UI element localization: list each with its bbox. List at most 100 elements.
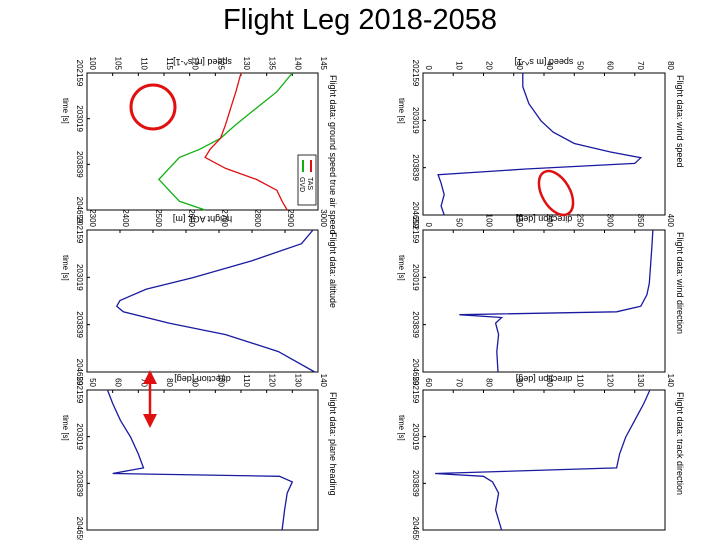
series-line-wind-direction bbox=[459, 230, 653, 372]
plot-frame bbox=[423, 390, 665, 530]
y-tick-label: 50 bbox=[575, 61, 584, 70]
x-tick-label: 203019 bbox=[411, 264, 420, 291]
y-tick-label: 140 bbox=[319, 374, 328, 388]
y-tick-label: 120 bbox=[268, 374, 277, 388]
x-tick-label: 203839 bbox=[411, 154, 420, 181]
y-tick-label: 250 bbox=[575, 214, 584, 228]
x-tick-label: 202159 bbox=[411, 60, 420, 87]
x-tick-label: 203839 bbox=[411, 470, 420, 497]
y-tick-label: 50 bbox=[454, 218, 463, 227]
y-tick-label: 2300 bbox=[88, 209, 97, 227]
y-tick-label: 400 bbox=[666, 214, 675, 228]
x-tick-label: 203019 bbox=[75, 423, 84, 450]
y-tick-label: 80 bbox=[666, 61, 675, 70]
x-tick-label: 204659 bbox=[411, 517, 420, 540]
y-tick-label: 100 bbox=[485, 214, 494, 228]
y-tick-label: 50 bbox=[88, 378, 97, 387]
chart-canvas: 0 10 20 30 40 50 60 70 8020215920301920383920465… bbox=[0, 0, 720, 540]
y-tick-label: 140 bbox=[666, 374, 675, 388]
chart-title: Flight data: ground speed true air speed bbox=[328, 75, 338, 235]
y-tick-label: 130 bbox=[293, 374, 302, 388]
x-axis-label: time [s] bbox=[61, 98, 70, 124]
y-tick-label: 0 bbox=[424, 66, 433, 71]
chart-title: Flight data: wind direction bbox=[675, 232, 685, 334]
x-axis-label: time [s] bbox=[397, 415, 406, 441]
x-tick-label: 202159 bbox=[75, 377, 84, 404]
annotation-circle bbox=[131, 85, 175, 129]
x-tick-label: 203839 bbox=[411, 311, 420, 338]
x-tick-label: 202159 bbox=[411, 377, 420, 404]
x-axis-label: time [s] bbox=[397, 98, 406, 124]
chart-plane-heading: 5060708090100110120130140202159203019203… bbox=[61, 374, 338, 540]
chart-title: Flight data: track direction bbox=[675, 392, 685, 495]
y-tick-label: 130 bbox=[636, 374, 645, 388]
series-line-track-direction bbox=[435, 390, 650, 530]
y-tick-label: 120 bbox=[606, 374, 615, 388]
y-axis-label: direction [deg] bbox=[516, 374, 573, 384]
chart-speed-compare: 100 105 110 115 120 125 130 135 140 1452021592030… bbox=[61, 57, 338, 235]
y-tick-label: 80 bbox=[165, 378, 174, 387]
y-tick-label: 115 bbox=[165, 57, 174, 70]
y-tick-label: 145 bbox=[319, 57, 328, 71]
y-tick-label: 140 bbox=[293, 57, 302, 71]
y-tick-label: 110 bbox=[242, 374, 251, 387]
chart-title: Flight data: altitude bbox=[328, 232, 338, 308]
x-tick-label: 203019 bbox=[411, 423, 420, 450]
y-tick-label: 135 bbox=[268, 57, 277, 71]
plot-frame bbox=[87, 73, 318, 210]
y-tick-label: 20 bbox=[485, 61, 494, 70]
plot-frame bbox=[423, 230, 665, 372]
y-tick-label: 130 bbox=[242, 57, 251, 71]
series-line-wind-speed bbox=[438, 73, 641, 215]
y-tick-label: 2500 bbox=[154, 209, 163, 227]
legend-label: TAS bbox=[306, 177, 313, 190]
plot-frame bbox=[87, 230, 318, 372]
annotation-ellipse bbox=[532, 165, 580, 221]
y-tick-label: 60 bbox=[424, 378, 433, 387]
legend-label: GVD bbox=[298, 177, 305, 192]
x-tick-label: 202159 bbox=[75, 60, 84, 87]
y-tick-label: 70 bbox=[636, 61, 645, 70]
y-tick-label: 2400 bbox=[121, 209, 130, 227]
legend: GVD TAS bbox=[298, 155, 316, 205]
y-tick-label: 3000 bbox=[319, 209, 328, 227]
y-tick-label: 60 bbox=[114, 378, 123, 387]
y-tick-label: 100 bbox=[88, 57, 97, 71]
x-axis-label: time [s] bbox=[61, 255, 70, 281]
series-line-plane-heading bbox=[108, 390, 293, 530]
x-tick-label: 203019 bbox=[75, 105, 84, 132]
x-tick-label: 203839 bbox=[75, 151, 84, 178]
chart-title: Flight data: wind speed bbox=[675, 75, 685, 168]
x-tick-label: 203839 bbox=[75, 311, 84, 338]
plot-frame bbox=[423, 73, 665, 215]
chart-title: Flight data: plane heading bbox=[328, 392, 338, 496]
chart-track-direction: 60 70 80 90 100 110 120 130 140 202159 203019 20383… bbox=[397, 374, 685, 540]
series-line-gvd bbox=[159, 73, 292, 210]
y-tick-label: 105 bbox=[114, 57, 123, 71]
x-tick-label: 202159 bbox=[75, 217, 84, 244]
y-tick-label: 10 bbox=[454, 61, 463, 70]
chart-altitude: 2300 2400 2500 2600 2700 2800 2900 3000 202159 20… bbox=[61, 209, 338, 386]
y-tick-label: 60 bbox=[606, 61, 615, 70]
x-axis-label: time [s] bbox=[61, 415, 70, 441]
x-tick-label: 203019 bbox=[411, 107, 420, 134]
y-tick-label: 2800 bbox=[253, 209, 262, 227]
x-tick-label: 204659 bbox=[75, 517, 84, 540]
x-tick-label: 203839 bbox=[75, 470, 84, 497]
y-axis-label: direction [deg] bbox=[174, 374, 231, 384]
plot-frame bbox=[87, 390, 318, 530]
y-tick-label: 350 bbox=[636, 214, 645, 228]
y-axis-label: speed [m s^-1] bbox=[515, 57, 574, 67]
x-tick-label: 202159 bbox=[411, 217, 420, 244]
y-tick-label: 110 bbox=[575, 374, 584, 387]
y-tick-label: 110 bbox=[139, 57, 148, 70]
chart-wind-speed: 0 10 20 30 40 50 60 70 80 202159 203019 203839 20465… bbox=[397, 57, 685, 229]
series-line-altitude bbox=[117, 230, 315, 372]
y-tick-label: 70 bbox=[454, 378, 463, 387]
y-axis-label: height AGL [m] bbox=[173, 214, 232, 224]
annotation-arrow-head-down bbox=[143, 414, 157, 428]
x-axis-label: time [s] bbox=[397, 255, 406, 281]
y-tick-label: 2900 bbox=[286, 209, 295, 227]
y-axis-label: speed [m s^-1] bbox=[173, 57, 232, 67]
y-tick-label: 80 bbox=[485, 378, 494, 387]
